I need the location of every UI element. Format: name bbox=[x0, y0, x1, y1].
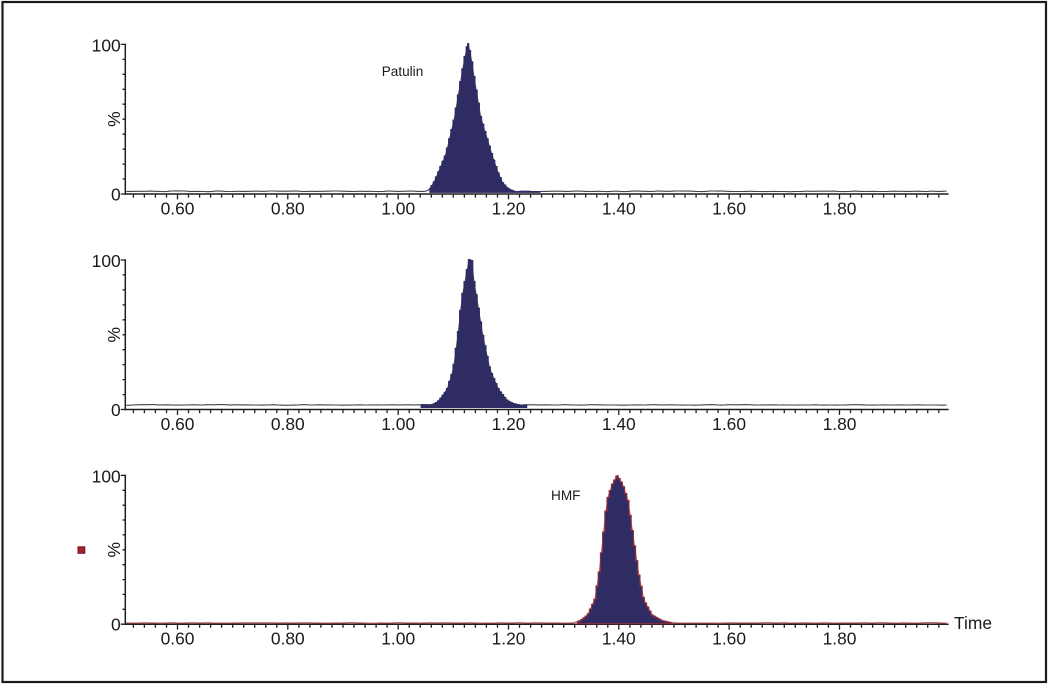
svg-text:1.40: 1.40 bbox=[602, 414, 636, 434]
svg-text:1.00: 1.00 bbox=[381, 414, 415, 434]
svg-text:1.00: 1.00 bbox=[381, 629, 415, 649]
svg-text:1.80: 1.80 bbox=[823, 629, 857, 649]
svg-text:100: 100 bbox=[92, 251, 121, 271]
svg-text:1.40: 1.40 bbox=[602, 199, 636, 219]
svg-text:1.60: 1.60 bbox=[712, 199, 746, 219]
svg-text:Patulin: Patulin bbox=[382, 64, 424, 79]
svg-text:0.80: 0.80 bbox=[271, 199, 305, 219]
svg-text:1.20: 1.20 bbox=[492, 629, 526, 649]
svg-text:0: 0 bbox=[111, 400, 121, 420]
svg-text:100: 100 bbox=[92, 466, 121, 486]
svg-text:1.00: 1.00 bbox=[381, 199, 415, 219]
svg-text:1.60: 1.60 bbox=[712, 629, 746, 649]
svg-text:0: 0 bbox=[111, 615, 121, 635]
svg-text:0: 0 bbox=[111, 184, 121, 204]
svg-text:1.80: 1.80 bbox=[823, 199, 857, 219]
svg-text:0.80: 0.80 bbox=[271, 414, 305, 434]
svg-text:1.40: 1.40 bbox=[602, 629, 636, 649]
svg-text:%: % bbox=[104, 327, 124, 342]
svg-text:Time: Time bbox=[954, 613, 992, 633]
svg-text:1.60: 1.60 bbox=[712, 414, 746, 434]
svg-text:0.60: 0.60 bbox=[161, 199, 195, 219]
svg-text:%: % bbox=[104, 542, 124, 557]
svg-text:HMF: HMF bbox=[551, 488, 580, 503]
svg-text:%: % bbox=[104, 111, 124, 126]
svg-text:1.80: 1.80 bbox=[823, 414, 857, 434]
svg-text:0.60: 0.60 bbox=[161, 629, 195, 649]
svg-text:1.20: 1.20 bbox=[492, 414, 526, 434]
svg-text:0.60: 0.60 bbox=[161, 414, 195, 434]
svg-text:0.80: 0.80 bbox=[271, 629, 305, 649]
svg-text:100: 100 bbox=[92, 35, 121, 55]
svg-text:1.20: 1.20 bbox=[492, 199, 526, 219]
